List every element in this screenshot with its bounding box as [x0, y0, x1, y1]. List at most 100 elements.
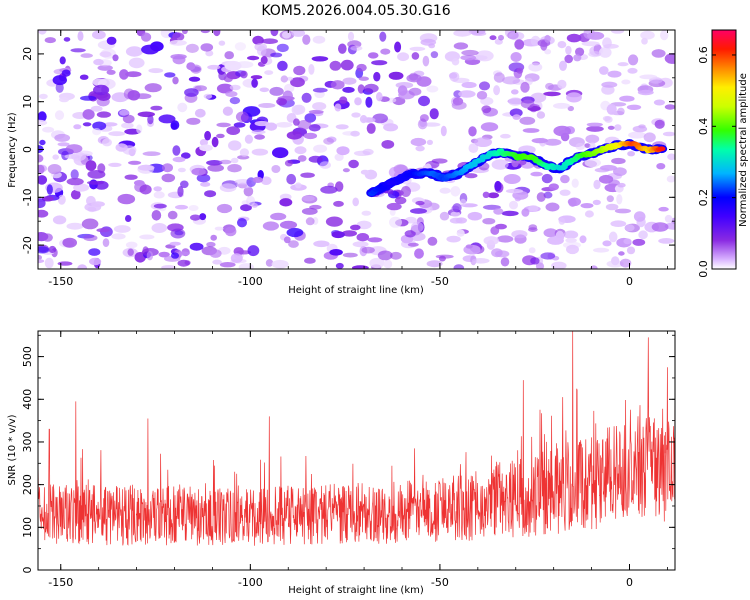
spectrogram-cell: [229, 97, 241, 105]
spectrogram-cell: [244, 134, 253, 144]
spectrogram-cell: [651, 49, 666, 58]
spectrogram-cell: [350, 45, 363, 51]
spectrogram-cell: [415, 200, 425, 206]
spectrogram-cell: [553, 125, 571, 137]
spectrogram-cell: [386, 202, 402, 211]
spectrogram-cell: [312, 102, 327, 111]
spectrogram-cell: [112, 54, 119, 62]
spectrogram-cell: [601, 81, 618, 88]
spectrogram-cell: [638, 230, 648, 240]
spectrogram-cell: [65, 144, 83, 154]
spectrogram-cell: [566, 92, 582, 103]
spectrogram-cell: [410, 137, 427, 147]
spectrogram-cell: [134, 251, 146, 263]
spectrogram-cell: [350, 224, 361, 231]
spectrogram-cell: [511, 89, 519, 95]
spectrogram-cell: [251, 129, 266, 135]
spectrogram-cell: [89, 257, 102, 266]
spectrogram-cell: [558, 217, 566, 225]
spectrogram-cell: [186, 62, 196, 71]
spectrogram-cell: [588, 51, 602, 58]
spectrogram-cell: [540, 252, 556, 260]
spectrogram-cell: [127, 248, 134, 256]
spectrogram-cell: [284, 83, 295, 93]
spectrogram-cell: [584, 143, 591, 149]
spectrogram-cell: [54, 133, 71, 142]
spectrogram-cell: [516, 67, 524, 74]
spectrogram-cell: [102, 138, 112, 147]
spectrogram-cell: [579, 235, 587, 244]
spectrogram-cell: [66, 177, 84, 186]
spectrogram-cell: [350, 130, 360, 137]
spectrogram-cell: [453, 264, 465, 269]
spectrogram-cell: [614, 124, 622, 131]
spectrogram-cell: [146, 251, 154, 261]
spectrogram-cell: [394, 41, 402, 53]
spectrogram-cell: [125, 46, 143, 57]
spectrogram-cell: [210, 234, 217, 241]
spectrogram-cell: [272, 147, 289, 159]
spectrogram-cell: [408, 87, 422, 96]
spectrogram-cell: [348, 159, 359, 169]
spectrogram-cell: [392, 96, 406, 106]
spectrogram-cell: [312, 87, 328, 93]
spectrogram-cell: [172, 145, 181, 156]
spectrogram-cell: [81, 218, 99, 230]
spectrogram-cell: [495, 223, 507, 230]
spectrogram-cell: [301, 92, 312, 103]
spectrogram-cell: [55, 82, 64, 93]
spectrogram-cell: [358, 76, 369, 81]
spectrogram-cell: [103, 122, 118, 127]
spectrogram-cell: [369, 257, 385, 269]
spectrogram-cell: [308, 109, 324, 114]
spectrogram-cell: [254, 120, 270, 127]
spectrogram-cell: [373, 71, 381, 82]
spectrogram-cell: [191, 167, 206, 176]
ridge-mark: [657, 146, 666, 152]
spectrogram-cell: [304, 257, 316, 264]
spectrogram-cell: [295, 182, 302, 189]
spectrogram-cell: [494, 180, 502, 192]
spectrogram-cell: [464, 173, 478, 179]
spectrogram-cell: [611, 157, 626, 165]
spectrogram-cell: [251, 148, 269, 156]
spectrogram-cell: [61, 69, 71, 77]
spectrogram-cell: [341, 230, 357, 237]
spectrogram-cell: [356, 63, 367, 72]
spectrogram-cells: [38, 30, 675, 269]
spectrogram-cell: [658, 238, 675, 244]
spectrogram-cell: [153, 191, 165, 199]
colorbar-ticks: 0.0 0.2 0.4 0.6: [697, 46, 736, 278]
spectrogram-cell: [606, 260, 624, 268]
spectrogram-cell: [508, 97, 523, 106]
spectrogram-cell: [651, 222, 669, 232]
spectrogram-cell: [225, 91, 238, 97]
spectrogram-cell: [359, 115, 368, 124]
spectrogram-cell: [510, 52, 522, 62]
spectrogram-cell: [270, 52, 283, 58]
spectrogram-cell: [502, 76, 520, 85]
spectrogram-cell: [347, 31, 355, 42]
spectrogram-cell: [153, 186, 162, 192]
spectrogram-cell: [624, 224, 635, 232]
spectrogram-cell: [613, 167, 627, 177]
spectrogram-cell: [422, 55, 430, 67]
spectrogram-cell: [530, 257, 540, 265]
spectrogram-cell: [621, 79, 631, 85]
spectrogram-cell: [593, 179, 601, 190]
spectrogram-cell: [342, 77, 357, 85]
spectrogram-cell: [59, 96, 70, 103]
spectrogram-cell: [234, 42, 246, 51]
spectrogram-cell: [571, 178, 579, 188]
spectrogram-cell: [207, 164, 224, 172]
spectrogram-cell: [557, 79, 567, 89]
spectrogram-x-label: Height of straight line (km): [288, 285, 424, 296]
spectrogram-cell: [209, 249, 222, 258]
spectrogram-cell: [39, 93, 48, 100]
spectrogram-cell: [277, 60, 288, 71]
spectrogram-cell: [606, 195, 614, 203]
spectrogram-cell: [567, 197, 582, 207]
spectrogram-cell: [80, 53, 93, 58]
